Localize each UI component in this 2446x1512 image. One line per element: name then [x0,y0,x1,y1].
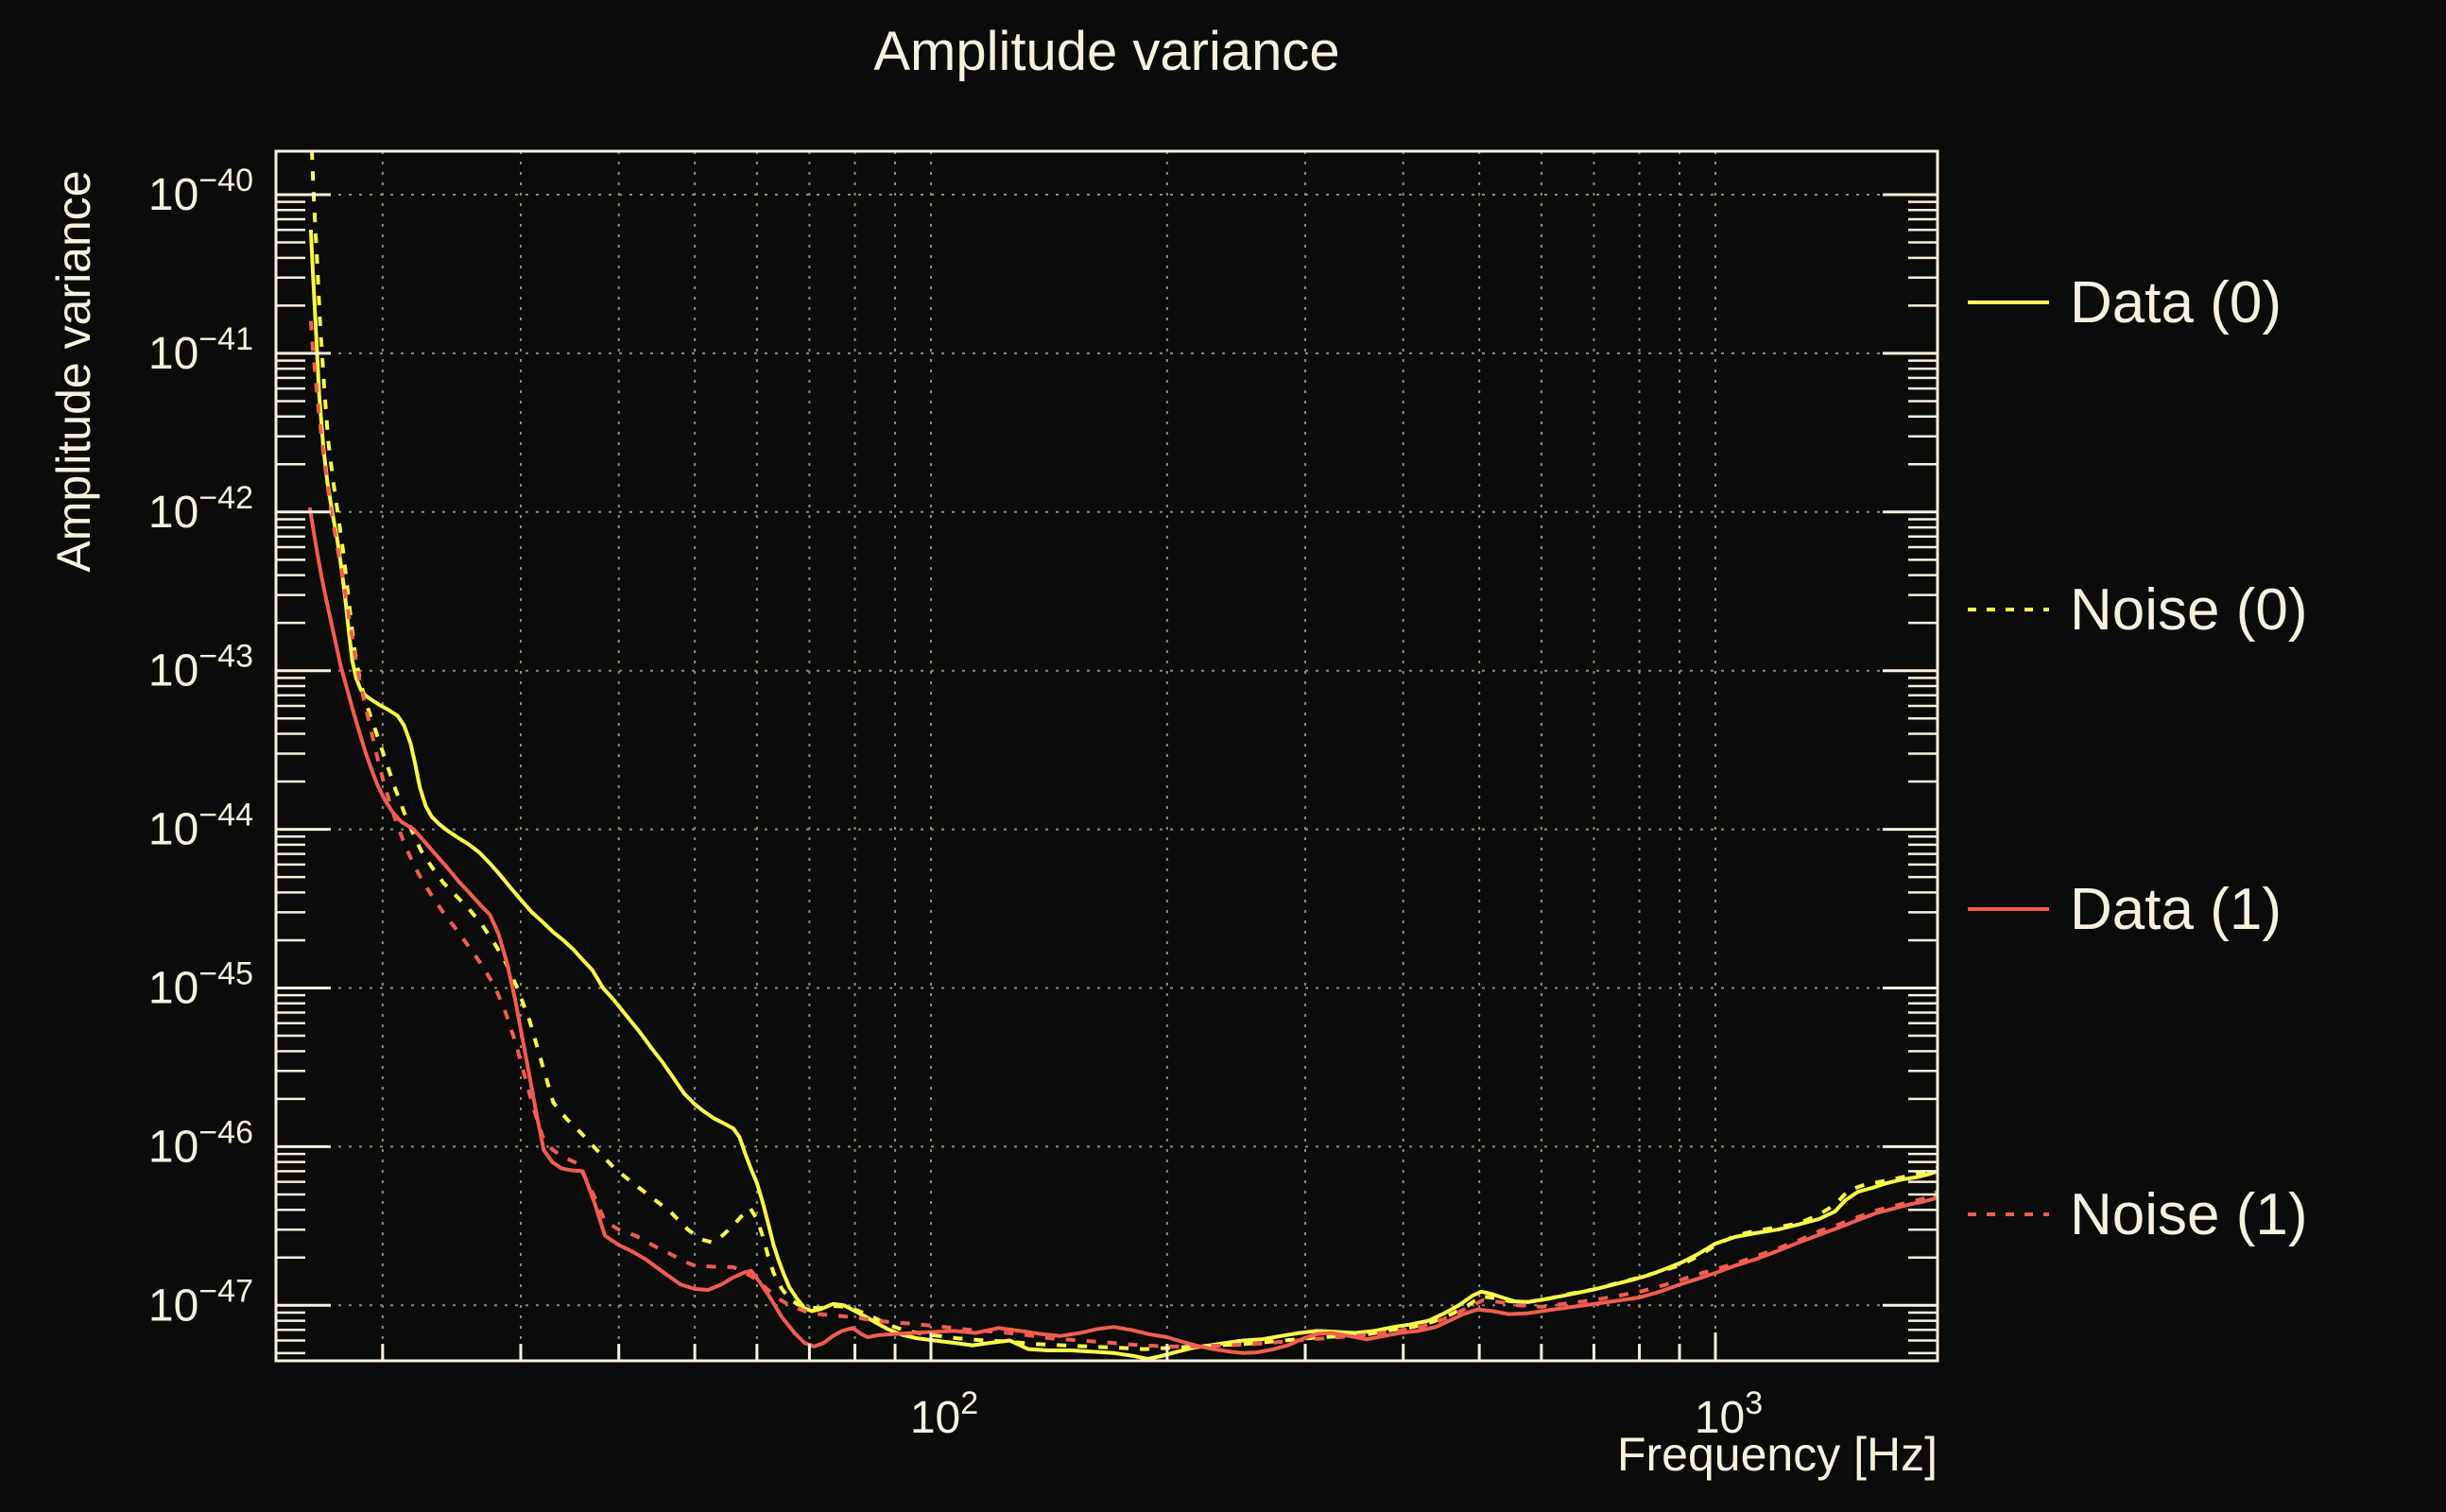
x-tick-label: 102 [910,1385,978,1443]
axes [274,149,1939,1363]
plot-frame [274,149,1939,1363]
y-tick-label: 10−43 [148,639,253,696]
tick-labels: 102 103 10−40 10−41 10−42 10−43 10−44 10−45 10−4… [148,163,1763,1443]
data-series [307,151,1938,1361]
y-tick-label: 10−42 [148,480,253,538]
legend-label: Data (0) [2070,270,2282,335]
grid-lines [276,151,1938,1361]
legend: Data (0) Noise (0) Data (1) Noise (1) [1968,270,2308,1247]
series-noise-1- [308,320,1938,1349]
legend-item-noise-1-: Noise (1) [1968,1182,2308,1247]
y-tick-label: 10−44 [148,798,253,855]
y-tick-label: 10−41 [148,321,253,379]
x-tick-label: 103 [1695,1385,1763,1443]
y-tick-label: 10−46 [148,1114,253,1172]
y-tick-label: 10−45 [148,956,253,1014]
legend-label: Noise (1) [2070,1182,2308,1247]
y-tick-label: 10−47 [148,1273,253,1331]
legend-item-data-1-: Data (1) [1968,877,2282,942]
x-axis-title: Frequency [Hz] [1617,1428,1938,1481]
series-data-0- [308,230,1938,1361]
y-axis-title: Amplitude variance [47,170,100,572]
legend-item-noise-0-: Noise (0) [1968,577,2308,643]
chart-title: Amplitude variance [873,21,1339,82]
legend-label: Noise (0) [2070,577,2308,643]
series-data-1- [307,507,1938,1355]
y-tick-label: 10−40 [148,163,253,220]
series-noise-0- [310,151,1938,1351]
legend-item-data-0-: Data (0) [1968,270,2282,335]
legend-label: Data (1) [2070,877,2282,942]
